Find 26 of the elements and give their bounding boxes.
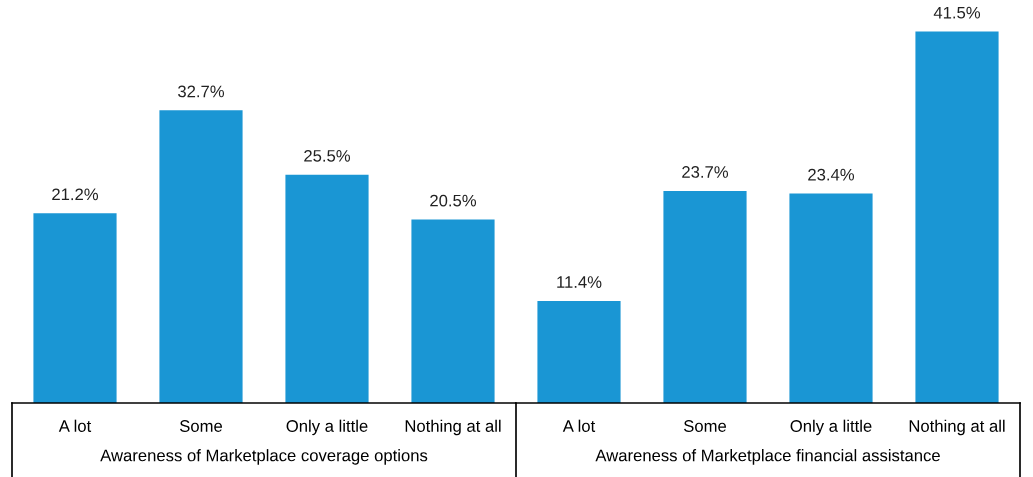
data-label: 41.5% [933,6,981,19]
data-label: 20.5% [430,194,477,207]
x-axis-title: Awareness of Marketplace coverage options [100,449,428,465]
bar [159,110,243,403]
data-label: 21.2% [52,188,99,201]
x-tick-label: Some [683,420,727,432]
bar [537,300,621,403]
data-label: 23.7% [682,166,729,178]
x-tick-label: A lot [58,419,92,432]
x-tick-label: Some [179,420,223,432]
bar [411,219,495,403]
bar [663,190,747,403]
x-axis-title: Awareness of Marketplace financial assistance [595,449,940,465]
x-tick-label: Only a little [286,419,368,436]
bar [789,193,873,403]
x-tick-label: Nothing at all [909,419,1005,436]
data-label: 32.7% [178,85,225,98]
x-tick-label: A lot [562,419,596,432]
data-label: 25.5% [304,149,351,162]
bar [33,213,117,403]
x-tick-label: Only a little [790,419,872,436]
x-tick-label: Nothing at all [405,419,501,436]
bar [285,174,369,403]
bar [915,31,999,403]
data-label: 23.4% [808,168,855,181]
data-label: 11.4% [557,276,602,288]
